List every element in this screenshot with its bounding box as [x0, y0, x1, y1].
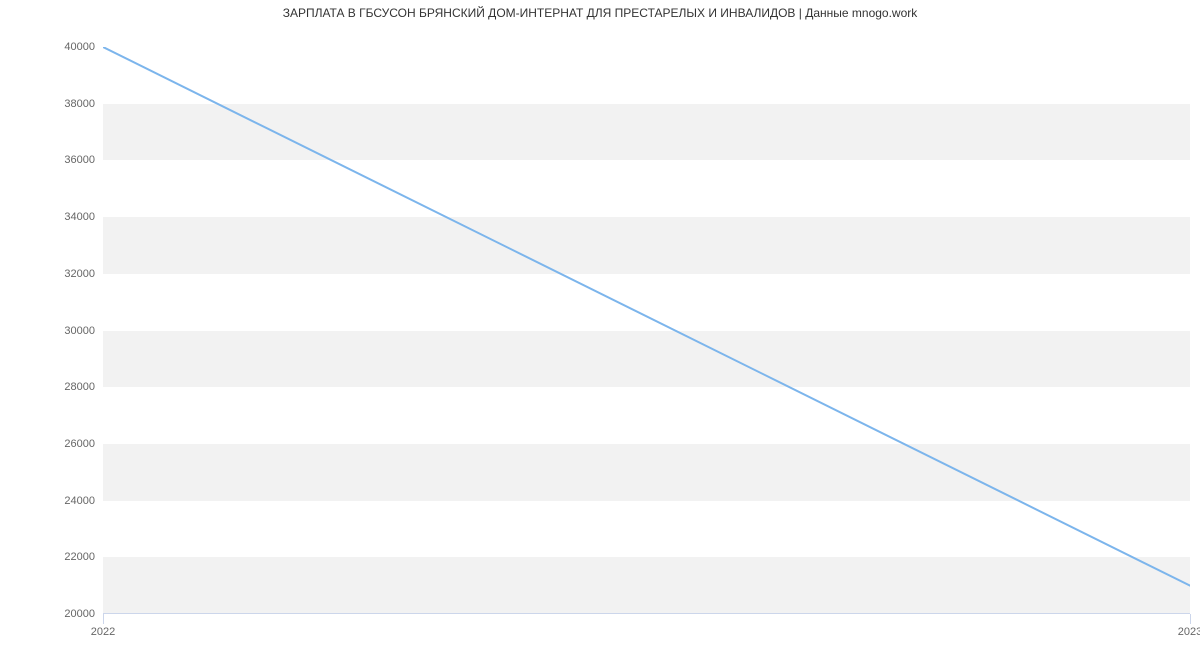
y-tick-label: 34000: [0, 211, 95, 223]
x-tick-label: 2023: [1178, 626, 1200, 638]
y-tick-label: 36000: [0, 154, 95, 166]
x-tick-label: 2022: [91, 626, 115, 638]
plot-area: [103, 47, 1190, 614]
series-line-salary: [103, 47, 1190, 586]
x-tick: [103, 614, 104, 624]
y-tick-label: 28000: [0, 381, 95, 393]
x-axis-line: [103, 613, 1190, 614]
y-tick-label: 30000: [0, 325, 95, 337]
y-tick-label: 26000: [0, 438, 95, 450]
x-tick: [1190, 614, 1191, 624]
y-tick-label: 40000: [0, 41, 95, 53]
y-tick-label: 32000: [0, 268, 95, 280]
chart-container: ЗАРПЛАТА В ГБСУСОН БРЯНСКИЙ ДОМ-ИНТЕРНАТ…: [0, 0, 1200, 650]
chart-title: ЗАРПЛАТА В ГБСУСОН БРЯНСКИЙ ДОМ-ИНТЕРНАТ…: [0, 6, 1200, 20]
y-tick-label: 20000: [0, 608, 95, 620]
y-tick-label: 24000: [0, 495, 95, 507]
y-tick-label: 22000: [0, 551, 95, 563]
series-svg: [103, 47, 1190, 614]
y-tick-label: 38000: [0, 98, 95, 110]
